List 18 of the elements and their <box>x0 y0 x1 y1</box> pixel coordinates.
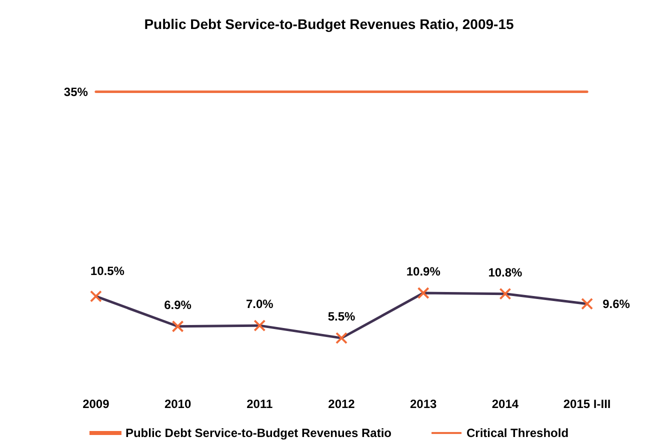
x-tick-label: 2013 <box>410 397 438 411</box>
legend-label: Public Debt Service-to-Budget Revenues Ratio <box>125 426 392 440</box>
data-label: 10.5% <box>90 264 125 278</box>
x-tick-label: 2015 I-III <box>563 397 611 411</box>
data-label: 9.6% <box>602 296 630 311</box>
x-tick-label: 2014 <box>492 397 519 411</box>
data-label: 6.9% <box>164 298 192 312</box>
data-label: 7.0% <box>246 297 274 312</box>
data-label: 10.8% <box>488 265 523 280</box>
data-label: 35% <box>64 84 88 99</box>
x-tick-label: 2011 <box>246 397 273 411</box>
data-label: 5.5% <box>328 310 356 324</box>
x-tick-label: 2010 <box>164 397 192 411</box>
data-label: 10.9% <box>406 264 441 278</box>
x-tick-label: 2012 <box>328 397 356 411</box>
chart-title: Public Debt Service-to-Budget Revenues Ratio, 2009-15 <box>144 16 514 32</box>
legend-label: Critical Threshold <box>466 426 569 440</box>
x-tick-label: 2009 <box>82 397 110 411</box>
